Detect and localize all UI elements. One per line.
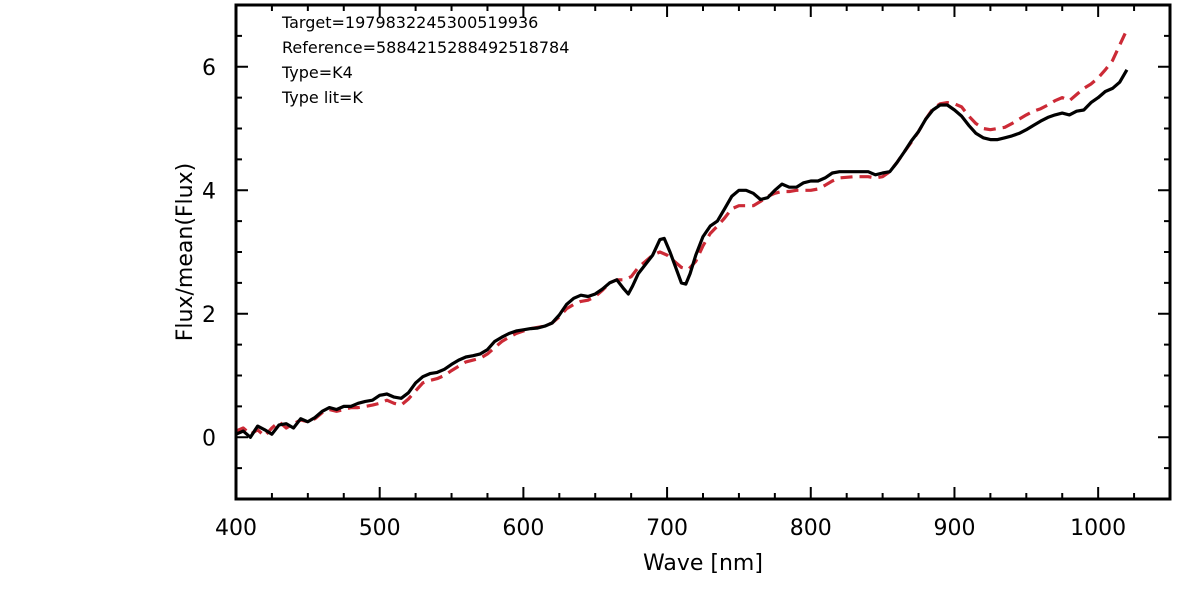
y-axis-label: Flux/mean(Flux) — [173, 163, 198, 341]
annotation-reference: Reference=5884215288492518784 — [282, 38, 569, 57]
x-axis-label: Wave [nm] — [643, 551, 763, 576]
annotation-target: Target=1979832245300519936 — [281, 13, 538, 32]
x-tick-label: 800 — [790, 516, 832, 541]
annotation-type-lit: Type lit=K — [281, 88, 363, 107]
x-tick-label: 1000 — [1070, 516, 1126, 541]
x-tick-labels: 400 500 600 700 800 900 1000 — [215, 516, 1126, 541]
plot-frame — [234, 3, 1172, 501]
annotation-type: Type=K4 — [281, 63, 353, 82]
x-tick-label: 500 — [359, 516, 401, 541]
series-target-line — [235, 68, 1129, 439]
x-tick-label: 700 — [646, 516, 688, 541]
x-tick-label: 900 — [933, 516, 975, 541]
y-tick-label: 6 — [202, 56, 216, 81]
series-layer — [235, 29, 1129, 439]
axis-ticks — [235, 4, 1171, 500]
x-tick-label: 600 — [502, 516, 544, 541]
x-tick-label: 400 — [215, 516, 257, 541]
y-tick-label: 2 — [202, 303, 216, 328]
y-tick-label: 0 — [202, 426, 216, 451]
y-tick-label: 4 — [202, 179, 216, 204]
y-tick-labels: 0 2 4 6 — [202, 56, 216, 452]
series-reference-line — [235, 29, 1129, 438]
